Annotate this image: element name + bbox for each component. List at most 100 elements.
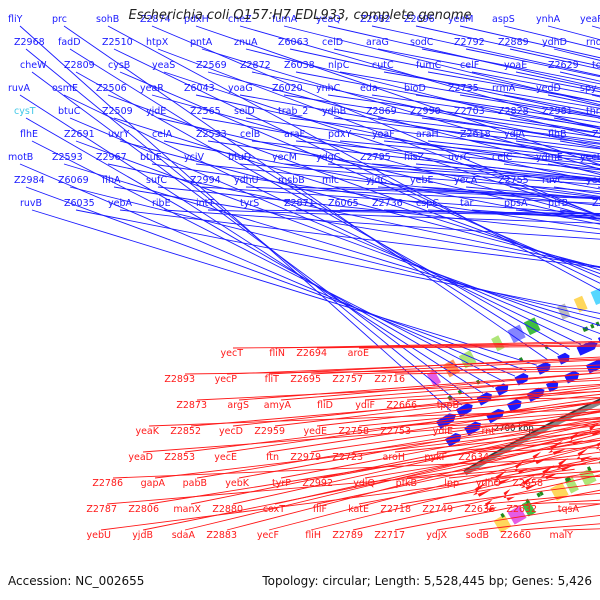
forward-gene-label: celC (492, 152, 513, 163)
forward-gene-label: thrS (586, 106, 600, 117)
forward-leader-line (75, 209, 600, 314)
reverse-leader-line (226, 433, 600, 531)
forward-gene-label: btuE (140, 152, 162, 163)
reverse-leader-line (274, 387, 600, 427)
forward-gene-label: Z2828 (498, 106, 529, 117)
forward-gene-label: fliY (8, 14, 23, 25)
forward-gene-label: Z2510 (102, 37, 133, 48)
reverse-gene-label: Z2660 (500, 530, 531, 541)
forward-leader-line (113, 117, 600, 271)
forward-leader-line (415, 25, 600, 67)
cog-color-block (426, 370, 442, 387)
forward-leader-line (63, 25, 548, 361)
forward-gene-arrow (535, 362, 551, 375)
forward-gene-label: Z2696 (404, 14, 435, 25)
forward-gene-label: yebA (108, 198, 132, 209)
forward-gene-label: yjdC (366, 175, 387, 186)
forward-leader-line (371, 94, 600, 128)
forward-leader-line (201, 117, 600, 190)
forward-gene-label: ydjA (504, 129, 525, 140)
reverse-gene-label: Z2959 (254, 426, 285, 437)
forward-leader-line (113, 186, 600, 268)
reverse-gene-label: Z2757 (332, 374, 363, 385)
forward-leader-line (415, 163, 600, 181)
reverse-gene-label: Z2852 (170, 426, 201, 437)
forward-gene-label: araH (416, 129, 439, 140)
forward-gene-label: topB (592, 60, 600, 71)
forward-gene-label: Z2981 (542, 106, 573, 117)
reverse-leader-line (232, 422, 600, 505)
forward-gene-label: Z2703 (454, 106, 485, 117)
reverse-leader-line (142, 437, 600, 531)
cog-color-block (442, 359, 461, 378)
forward-gene-arrow (494, 383, 509, 396)
forward-gene-label: araG (366, 37, 389, 48)
forward-gene-label: pntA (190, 37, 213, 48)
reverse-gene-arrow (531, 451, 546, 465)
forward-leader-line (245, 117, 600, 170)
reverse-leader-line (400, 470, 600, 505)
forward-gene-label: Z2629 (548, 60, 579, 71)
forward-leader-line (421, 48, 600, 85)
forward-gene-label: yeaS (152, 60, 175, 71)
forward-gene-label: Z2593 (52, 152, 83, 163)
reverse-gene-label: Z2749 (422, 504, 453, 515)
forward-leader-line (333, 48, 600, 103)
forward-gene-label: ptrB (548, 198, 568, 209)
forward-leader-line (295, 140, 600, 171)
forward-gene-label: yecH (580, 152, 600, 163)
reverse-gene-arrow (520, 475, 539, 490)
forward-leader-line (31, 209, 537, 366)
reverse-leader-line (190, 420, 600, 505)
forward-gene-label: araF (284, 129, 305, 140)
forward-gene-label: ribE (152, 198, 171, 209)
forward-gene-label: cspC (416, 198, 439, 209)
forward-leader-line (251, 140, 600, 180)
forward-leader-line (283, 163, 600, 185)
reverse-gene-label: Z2717 (374, 530, 405, 541)
forward-gene-label: ydgC (316, 152, 341, 163)
reverse-leader-line (394, 370, 600, 375)
forward-gene-label: yeaR (140, 83, 164, 94)
forward-gene-label: Z6035 (64, 198, 95, 209)
reverse-leader-line (358, 402, 600, 427)
reverse-gene-label: ydhO (476, 478, 501, 489)
reverse-gene-label: Z2893 (164, 374, 195, 385)
reverse-gene-label: Z2786 (92, 478, 123, 489)
reverse-leader-line (112, 457, 598, 479)
forward-gene-label: yeaF (580, 14, 600, 25)
reverse-leader-line (358, 457, 600, 505)
forward-gene-label: tyrS (240, 198, 259, 209)
cog-color-block (523, 317, 541, 336)
reverse-gene-label: Z2632 (506, 504, 537, 515)
forward-gene-label: ydmE (536, 152, 563, 163)
reverse-gene-label: Z2666 (386, 400, 417, 411)
forward-gene-label: yoaG (228, 83, 253, 94)
reverse-gene-arrow (557, 457, 573, 471)
reverse-gene-label: ydiE (433, 426, 453, 437)
forward-leader-line (207, 209, 600, 224)
forward-leader-line (377, 48, 600, 93)
start-marker-tick (590, 323, 595, 329)
forward-leader-line (163, 140, 600, 225)
forward-gene-label: Z6020 (272, 83, 303, 94)
reverse-leader-line (364, 383, 600, 401)
forward-gene-label: Z6069 (58, 175, 89, 186)
forward-leader-line (195, 94, 600, 183)
forward-gene-label: Z2967 (96, 152, 127, 163)
genome-summary-label: Topology: circular; Length: 5,528,445 bp… (262, 574, 592, 588)
reverse-leader-line (280, 372, 600, 401)
forward-gene-label: Z2869 (366, 106, 397, 117)
forward-leader-line (339, 71, 600, 118)
accession-label: Accession: NC_002655 (8, 574, 145, 588)
reverse-leader-line (406, 451, 600, 479)
start-marker-tick (539, 490, 544, 496)
start-marker-tick (536, 492, 541, 498)
forward-leader-line (383, 71, 600, 109)
cog-color-block (507, 324, 526, 344)
forward-gene-label: pdxH (184, 14, 209, 25)
forward-leader-line (245, 48, 600, 139)
forward-gene-label: yjdE (146, 106, 166, 117)
forward-gene-label: cysB (108, 60, 130, 71)
reverse-gene-label: ftn (266, 452, 279, 463)
